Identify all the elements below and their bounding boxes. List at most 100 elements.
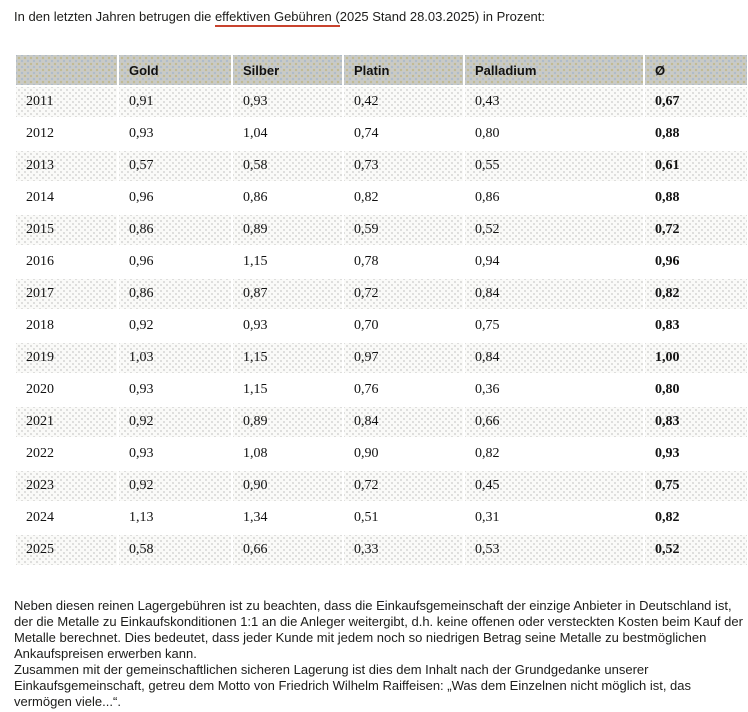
- value-cell: 0,45: [463, 469, 645, 503]
- value-cell: 0,70: [342, 309, 465, 343]
- value-cell: 0,33: [342, 533, 465, 567]
- table-row: 2012 0,93 1,04 0,74 0,80 0,88: [14, 117, 748, 151]
- year-cell: 2016: [14, 245, 119, 279]
- table-row: 2017 0,86 0,87 0,72 0,84 0,82: [14, 277, 748, 311]
- year-cell: 2019: [14, 341, 119, 375]
- value-cell: 1,15: [231, 245, 344, 279]
- year-cell: 2022: [14, 437, 119, 471]
- table-row: 2021 0,92 0,89 0,84 0,66 0,83: [14, 405, 748, 439]
- value-cell: 1,34: [231, 501, 344, 535]
- value-cell: 0,92: [117, 469, 233, 503]
- value-cell: 0,31: [463, 501, 645, 535]
- value-cell: 0,72: [342, 469, 465, 503]
- value-cell: 0,82: [463, 437, 645, 471]
- value-cell: 0,92: [117, 405, 233, 439]
- year-cell: 2011: [14, 85, 119, 119]
- table-row: 2013 0,57 0,58 0,73 0,55 0,61: [14, 149, 748, 183]
- table-row: 2014 0,96 0,86 0,82 0,86 0,88: [14, 181, 748, 215]
- value-cell: 0,87: [231, 277, 344, 311]
- value-cell: 0,86: [117, 277, 233, 311]
- value-cell: 1,08: [231, 437, 344, 471]
- column-header-empty: [14, 53, 119, 87]
- value-cell: 0,93: [231, 309, 344, 343]
- year-cell: 2020: [14, 373, 119, 407]
- average-cell: 0,61: [643, 149, 748, 183]
- fees-table-head: Gold Silber Platin Palladium Ø: [14, 53, 748, 87]
- value-cell: 0,58: [117, 533, 233, 567]
- value-cell: 0,53: [463, 533, 645, 567]
- average-cell: 0,83: [643, 309, 748, 343]
- table-row: 2023 0,92 0,90 0,72 0,45 0,75: [14, 469, 748, 503]
- header-row: Gold Silber Platin Palladium Ø: [14, 53, 748, 87]
- value-cell: 0,76: [342, 373, 465, 407]
- table-row: 2011 0,91 0,93 0,42 0,43 0,67: [14, 85, 748, 119]
- value-cell: 0,74: [342, 117, 465, 151]
- value-cell: 0,84: [463, 341, 645, 375]
- value-cell: 0,58: [231, 149, 344, 183]
- table-row: 2020 0,93 1,15 0,76 0,36 0,80: [14, 373, 748, 407]
- year-cell: 2018: [14, 309, 119, 343]
- intro-suffix: 2025 Stand 28.03.2025) in Prozent:: [339, 9, 545, 24]
- year-cell: 2023: [14, 469, 119, 503]
- value-cell: 0,92: [117, 309, 233, 343]
- intro-text: In den letzten Jahren betrugen die effek…: [14, 8, 734, 27]
- value-cell: 0,75: [463, 309, 645, 343]
- value-cell: 0,89: [231, 213, 344, 247]
- fees-table-body: 2011 0,91 0,93 0,42 0,43 0,67 2012 0,93 1,04 0,74…: [14, 85, 748, 567]
- value-cell: 1,15: [231, 341, 344, 375]
- value-cell: 0,96: [117, 245, 233, 279]
- table-row: 2025 0,58 0,66 0,33 0,53 0,52: [14, 533, 748, 567]
- table-row: 2024 1,13 1,34 0,51 0,31 0,82: [14, 501, 748, 535]
- average-cell: 0,72: [643, 213, 748, 247]
- value-cell: 1,04: [231, 117, 344, 151]
- value-cell: 0,93: [117, 373, 233, 407]
- value-cell: 0,78: [342, 245, 465, 279]
- average-cell: 0,96: [643, 245, 748, 279]
- value-cell: 0,72: [342, 277, 465, 311]
- value-cell: 1,15: [231, 373, 344, 407]
- value-cell: 0,93: [231, 85, 344, 119]
- value-cell: 0,51: [342, 501, 465, 535]
- footer-text: Neben diesen reinen Lagergebühren ist zu…: [14, 598, 748, 710]
- average-cell: 0,93: [643, 437, 748, 471]
- value-cell: 0,52: [463, 213, 645, 247]
- value-cell: 0,66: [231, 533, 344, 567]
- value-cell: 0,84: [342, 405, 465, 439]
- value-cell: 0,73: [342, 149, 465, 183]
- average-cell: 0,83: [643, 405, 748, 439]
- table-row: 2015 0,86 0,89 0,59 0,52 0,72: [14, 213, 748, 247]
- column-header-gold: Gold: [117, 53, 233, 87]
- average-cell: 0,75: [643, 469, 748, 503]
- average-cell: 0,80: [643, 373, 748, 407]
- average-cell: 0,88: [643, 117, 748, 151]
- value-cell: 0,84: [463, 277, 645, 311]
- year-cell: 2015: [14, 213, 119, 247]
- value-cell: 0,89: [231, 405, 344, 439]
- year-cell: 2021: [14, 405, 119, 439]
- value-cell: 0,91: [117, 85, 233, 119]
- column-header-ø: Ø: [643, 53, 748, 87]
- value-cell: 0,82: [342, 181, 465, 215]
- value-cell: 0,80: [463, 117, 645, 151]
- column-header-silber: Silber: [231, 53, 344, 87]
- value-cell: 0,43: [463, 85, 645, 119]
- value-cell: 0,36: [463, 373, 645, 407]
- value-cell: 1,13: [117, 501, 233, 535]
- footer-paragraph-2: Zusammen mit der gemeinschaftlichen sich…: [14, 662, 692, 709]
- value-cell: 0,66: [463, 405, 645, 439]
- value-cell: 0,93: [117, 117, 233, 151]
- value-cell: 0,90: [231, 469, 344, 503]
- footer-paragraph-1: Neben diesen reinen Lagergebühren ist zu…: [14, 598, 743, 661]
- value-cell: 0,42: [342, 85, 465, 119]
- year-cell: 2012: [14, 117, 119, 151]
- year-cell: 2017: [14, 277, 119, 311]
- value-cell: 0,57: [117, 149, 233, 183]
- value-cell: 0,86: [463, 181, 645, 215]
- value-cell: 0,55: [463, 149, 645, 183]
- value-cell: 0,94: [463, 245, 645, 279]
- average-cell: 0,67: [643, 85, 748, 119]
- value-cell: 0,93: [117, 437, 233, 471]
- year-cell: 2024: [14, 501, 119, 535]
- year-cell: 2013: [14, 149, 119, 183]
